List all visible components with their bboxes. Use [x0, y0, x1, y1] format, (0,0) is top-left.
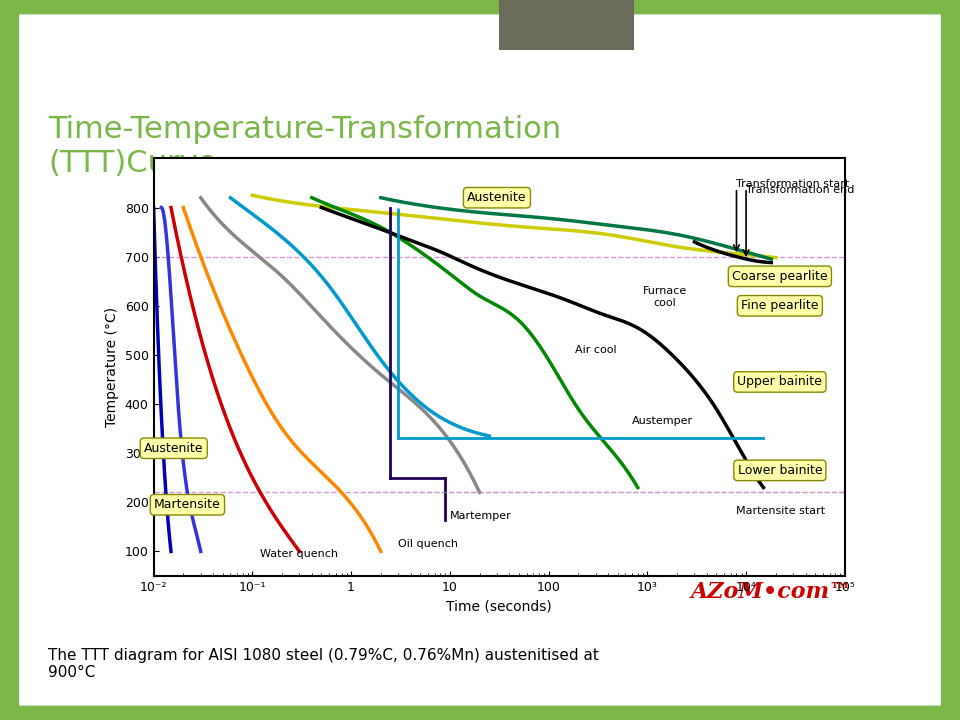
Text: Martemper: Martemper: [450, 511, 512, 521]
Text: Upper bainite: Upper bainite: [737, 375, 823, 388]
FancyBboxPatch shape: [19, 14, 941, 706]
Text: Austenite: Austenite: [144, 442, 204, 455]
Text: Furnace
cool: Furnace cool: [642, 286, 686, 307]
Text: Transformation end: Transformation end: [746, 185, 854, 195]
Text: Time-Temperature-Transformation
(TTT)Curve: Time-Temperature-Transformation (TTT)Cur…: [48, 115, 562, 178]
Y-axis label: Temperature (°C): Temperature (°C): [106, 307, 119, 427]
Text: Austemper: Austemper: [632, 416, 693, 426]
Text: Martensite: Martensite: [154, 498, 221, 511]
X-axis label: Time (seconds): Time (seconds): [446, 600, 552, 613]
Text: Martensite start: Martensite start: [736, 505, 826, 516]
Text: Oil quench: Oil quench: [398, 539, 458, 549]
Text: Air cool: Air cool: [575, 345, 616, 355]
Bar: [499, 0, 634, 50]
Text: Coarse pearlite: Coarse pearlite: [732, 270, 828, 283]
Text: Water quench: Water quench: [260, 549, 338, 559]
Text: AZoM•com™: AZoM•com™: [691, 580, 852, 603]
Text: Lower bainite: Lower bainite: [737, 464, 822, 477]
Text: Austenite: Austenite: [468, 192, 527, 204]
Text: Fine pearlite: Fine pearlite: [741, 300, 819, 312]
Text: Transformation start: Transformation start: [736, 179, 850, 189]
Text: The TTT diagram for AISI 1080 steel (0.79%C, 0.76%Mn) austenitised at
900°C: The TTT diagram for AISI 1080 steel (0.7…: [48, 648, 599, 680]
